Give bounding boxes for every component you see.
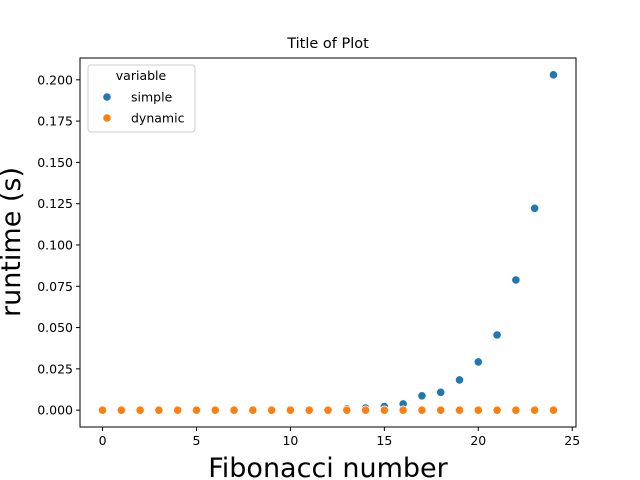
data-point-dynamic — [379, 405, 389, 415]
data-point-dynamic — [248, 405, 258, 415]
data-point-dynamic — [436, 405, 446, 415]
y-tick-label: 0.100 — [37, 237, 73, 252]
legend-marker-dynamic — [102, 113, 112, 123]
y-axis-ticks: 0.000 0.025 0.050 0.075 0.100 0.125 0.150 0.175… — [37, 72, 80, 418]
data-point-dynamic — [116, 405, 126, 415]
x-tick-label: 25 — [564, 433, 580, 448]
x-tick-label: 20 — [470, 433, 486, 448]
data-points — [97, 70, 559, 415]
legend-box — [87, 64, 196, 133]
plot-area: 0 5 10 15 20 25 0.000 0.025 0.050 0.075 0.100 0.12… — [37, 57, 580, 448]
data-point-simple — [511, 275, 521, 285]
data-point-dynamic — [473, 405, 483, 415]
data-point-dynamic — [210, 405, 220, 415]
x-tick-label: 15 — [376, 433, 392, 448]
y-tick-label: 0.175 — [37, 114, 73, 129]
data-point-dynamic — [342, 405, 352, 415]
data-point-simple — [454, 375, 465, 385]
data-point-dynamic — [229, 405, 239, 415]
data-point-dynamic — [323, 405, 333, 415]
x-axis-ticks: 0 5 10 15 20 25 — [99, 427, 580, 448]
legend-title: variable — [116, 68, 167, 83]
data-point-simple — [436, 387, 446, 397]
data-point-dynamic — [135, 405, 145, 415]
y-tick-label: 0.025 — [37, 361, 73, 376]
data-point-dynamic — [511, 405, 521, 415]
legend-label-simple: simple — [131, 90, 173, 105]
y-tick-label: 0.125 — [37, 196, 73, 211]
data-point-simple — [548, 70, 559, 80]
data-point-simple — [473, 357, 483, 367]
plot-frame — [79, 57, 577, 428]
data-point-dynamic — [97, 405, 108, 415]
data-point-dynamic — [417, 405, 427, 415]
legend: variable simple dynamic — [87, 64, 196, 133]
legend-label-dynamic: dynamic — [131, 111, 185, 126]
y-axis-label: runtime (s) — [0, 167, 27, 317]
data-point-dynamic — [548, 405, 559, 415]
y-tick-label: 0.150 — [37, 155, 73, 170]
y-tick-label: 0.000 — [37, 403, 73, 418]
legend-marker-simple — [102, 92, 112, 102]
data-point-dynamic — [492, 405, 502, 415]
data-point-simple — [417, 391, 427, 401]
data-point-dynamic — [530, 405, 540, 415]
data-point-simple — [530, 203, 540, 213]
x-tick-label: 10 — [282, 433, 298, 448]
data-point-simple — [492, 330, 502, 340]
data-point-dynamic — [304, 405, 314, 415]
y-tick-label: 0.050 — [37, 320, 73, 335]
data-point-dynamic — [173, 405, 183, 415]
data-point-dynamic — [191, 405, 202, 415]
x-axis-label: Fibonacci number — [208, 453, 448, 480]
data-point-dynamic — [454, 405, 465, 415]
y-tick-label: 0.075 — [37, 279, 73, 294]
data-point-dynamic — [285, 405, 296, 415]
x-tick-label: 0 — [99, 433, 107, 448]
data-point-dynamic — [154, 405, 164, 415]
x-tick-label: 5 — [193, 433, 201, 448]
data-point-dynamic — [398, 405, 408, 415]
chart-title: Title of Plot — [286, 36, 369, 52]
data-point-dynamic — [267, 405, 277, 415]
data-point-dynamic — [360, 405, 371, 415]
y-tick-label: 0.200 — [37, 72, 73, 87]
